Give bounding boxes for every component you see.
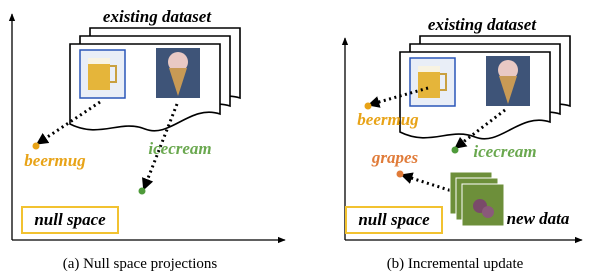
point-label: beermug [357,110,419,129]
null-space-label: null space [358,210,430,229]
dataset-title: existing dataset [103,7,212,26]
null-space-label: null space [34,210,106,229]
dataset-title: existing dataset [428,15,537,34]
point [365,103,372,110]
point [33,143,40,150]
point [397,171,404,178]
point-label: beermug [24,151,86,170]
point [452,147,459,154]
projection-arrow [405,176,455,192]
point-label: grapes [371,148,419,167]
new-data-label: new data [507,209,570,228]
new-data-image [462,184,504,226]
caption: (a) Null space projections [63,256,218,272]
caption: (b) Incremental update [387,256,524,272]
dataset-stack [70,28,240,131]
point-label: icecream [473,142,536,161]
point [139,188,146,195]
dataset-stack [400,36,570,139]
point-label: icecream [148,139,211,158]
figure: existing dataset beermug icecream null s… [0,0,592,278]
